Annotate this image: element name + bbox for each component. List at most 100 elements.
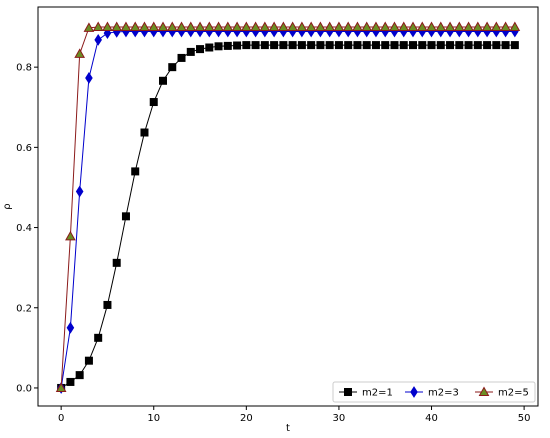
x-axis-label: t xyxy=(286,423,290,434)
legend-marker xyxy=(344,388,352,396)
data-point xyxy=(85,72,93,84)
data-point xyxy=(233,41,242,50)
data-point xyxy=(455,41,464,50)
data-point xyxy=(102,21,113,32)
series-layer xyxy=(55,21,521,394)
data-point xyxy=(371,41,380,50)
data-point xyxy=(435,21,447,32)
data-point xyxy=(205,43,214,52)
y-tick-label: 0.0 xyxy=(16,383,32,394)
data-point xyxy=(453,21,465,32)
data-point xyxy=(75,185,84,198)
data-point xyxy=(492,41,501,50)
data-point xyxy=(325,41,334,50)
data-point xyxy=(92,21,104,32)
data-point xyxy=(83,22,95,32)
data-point xyxy=(66,377,75,386)
data-point xyxy=(416,21,428,32)
data-point xyxy=(279,41,288,50)
data-point xyxy=(129,21,141,32)
data-point xyxy=(436,41,445,50)
data-point xyxy=(148,21,160,32)
legend-label: m2=5 xyxy=(498,388,529,399)
x-tick-label: 20 xyxy=(240,413,253,424)
data-point xyxy=(427,41,436,50)
legend-label: m2=3 xyxy=(428,388,459,399)
data-point xyxy=(194,21,206,32)
data-point xyxy=(362,41,371,50)
legend-label: m2=1 xyxy=(362,388,393,399)
data-point xyxy=(353,41,362,50)
data-point xyxy=(240,21,252,32)
data-point xyxy=(166,21,178,32)
data-point xyxy=(418,41,427,50)
data-point xyxy=(500,21,511,32)
data-point xyxy=(344,41,353,50)
data-point xyxy=(426,21,437,32)
y-axis-label: ρ xyxy=(2,203,13,209)
legend-item: m2=5 xyxy=(475,386,529,399)
data-point xyxy=(213,21,224,32)
data-point xyxy=(186,47,195,56)
data-point xyxy=(196,45,205,54)
data-point xyxy=(316,41,325,50)
data-point xyxy=(84,356,93,365)
data-point xyxy=(112,258,121,267)
data-point xyxy=(464,41,473,50)
data-point xyxy=(315,21,326,32)
x-tick-label: 50 xyxy=(518,413,531,424)
data-point xyxy=(65,230,76,241)
data-point xyxy=(223,41,232,50)
data-point xyxy=(288,41,297,50)
legend-box xyxy=(332,381,536,403)
data-point xyxy=(463,21,474,32)
data-point xyxy=(379,21,391,32)
data-point xyxy=(296,21,308,32)
data-point xyxy=(251,41,260,50)
data-point xyxy=(176,21,187,32)
data-point xyxy=(446,41,455,50)
y-tick-label: 0.2 xyxy=(16,303,32,314)
legend-item: m2=3 xyxy=(405,386,459,399)
data-point xyxy=(287,21,298,32)
data-point xyxy=(444,21,456,32)
data-point xyxy=(509,21,521,32)
series-line xyxy=(60,30,515,389)
data-point xyxy=(111,21,123,32)
legend-item: m2=1 xyxy=(339,388,393,399)
data-point xyxy=(242,41,251,50)
data-point xyxy=(510,41,519,50)
y-tick-label: 0.4 xyxy=(16,223,32,234)
data-point xyxy=(324,21,336,32)
data-point xyxy=(501,41,510,50)
data-point xyxy=(297,41,306,50)
data-point xyxy=(333,21,345,32)
data-point xyxy=(389,21,400,32)
data-point xyxy=(185,21,197,32)
data-point xyxy=(149,98,158,107)
plot-frame xyxy=(37,6,539,407)
data-point xyxy=(473,41,482,50)
data-point xyxy=(250,21,261,32)
data-point xyxy=(381,41,390,50)
data-point xyxy=(361,21,373,32)
data-point xyxy=(214,42,223,51)
data-point xyxy=(352,21,363,32)
x-tick-label: 10 xyxy=(147,413,160,424)
data-point xyxy=(103,300,112,309)
data-point xyxy=(75,371,84,380)
data-point xyxy=(94,33,102,46)
data-point xyxy=(55,382,67,392)
data-point xyxy=(131,167,140,176)
data-point xyxy=(222,21,234,32)
data-point xyxy=(307,41,316,50)
series-line xyxy=(60,26,515,388)
data-point xyxy=(159,76,167,85)
data-point xyxy=(278,21,289,32)
data-point xyxy=(139,21,150,32)
series-m2=1 xyxy=(57,41,519,392)
data-point xyxy=(120,21,132,32)
y-tick-label: 0.6 xyxy=(16,143,32,154)
data-point xyxy=(94,333,103,342)
